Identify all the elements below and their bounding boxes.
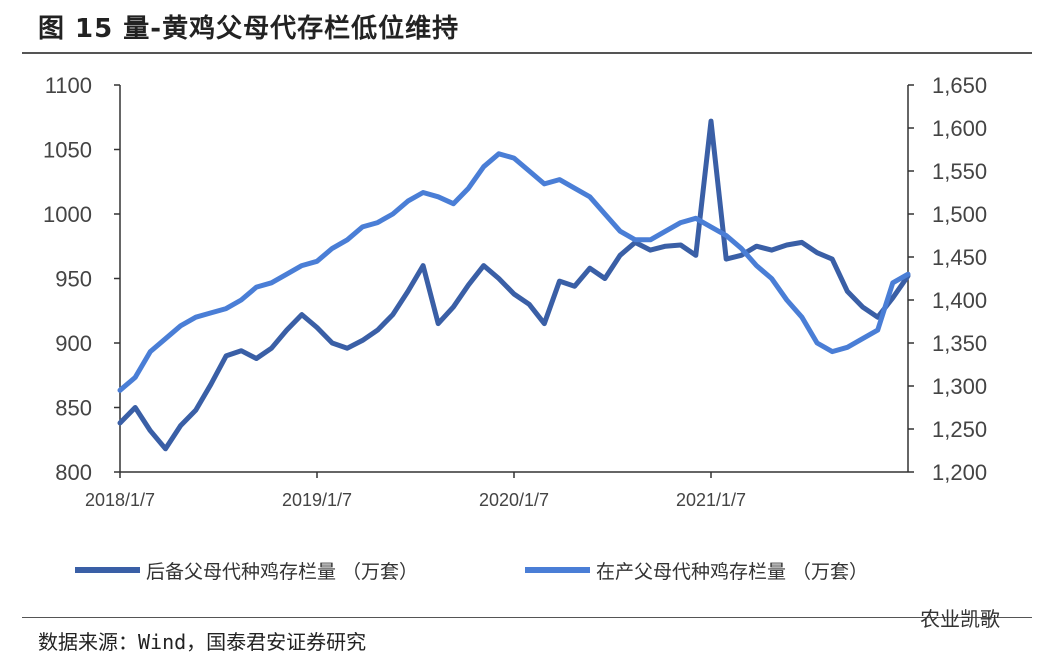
right-tick-label: 1,600 [932, 116, 987, 141]
right-tick-label: 1,400 [932, 288, 987, 313]
series-lines [117, 118, 911, 452]
x-tick-label: 2018/1/7 [85, 490, 155, 510]
left-tick-label: 1100 [45, 73, 92, 98]
right-tick-label: 1,350 [932, 331, 987, 356]
right-tick-label: 1,450 [932, 245, 987, 270]
left-tick-label: 1000 [43, 202, 92, 227]
brand-watermark: 农业凯歌 [920, 607, 1000, 631]
title-divider [22, 52, 1032, 54]
footer-divider [22, 617, 1032, 618]
right-tick-label: 1,250 [932, 417, 987, 442]
x-tick-label: 2021/1/7 [676, 490, 746, 510]
left-tick-label: 1050 [43, 138, 92, 163]
right-tick-label: 1,650 [932, 73, 987, 98]
legend: 后备父母代种鸡存栏量 （万套） 在产父母代种鸡存栏量 （万套） [75, 561, 868, 583]
plot-area [119, 85, 909, 473]
left-tick-label: 850 [55, 396, 92, 421]
x-tick-label: 2019/1/7 [282, 490, 352, 510]
series-line-2 [117, 151, 911, 393]
x-tick-label: 2020/1/7 [479, 490, 549, 510]
x-axis-ticks: 2018/1/7 2019/1/7 2020/1/7 2021/1/7 [85, 472, 746, 510]
right-tick-label: 1,500 [932, 202, 987, 227]
left-tick-label: 900 [55, 331, 92, 356]
legend-label-series2: 在产父母代种鸡存栏量 （万套） [596, 561, 868, 583]
line-chart: 1100 1050 1000 950 900 850 800 1,650 1,600 1,550… [43, 73, 987, 583]
series-line-1 [117, 118, 911, 452]
left-tick-label: 950 [55, 267, 92, 292]
right-tick-label: 1,200 [932, 460, 987, 485]
left-tick-label: 800 [55, 460, 92, 485]
right-tick-label: 1,550 [932, 159, 987, 184]
chart-title: 图 15 量-黄鸡父母代存栏低位维持 [38, 14, 460, 44]
source-note: 数据来源：Wind，国泰君安证券研究 [38, 630, 367, 654]
right-tick-label: 1,300 [932, 374, 987, 399]
legend-label-series1: 后备父母代种鸡存栏量 （万套） [146, 561, 418, 583]
right-axis-ticks: 1,650 1,600 1,550 1,500 1,450 1,400 1,350 1,300… [908, 73, 987, 485]
left-axis-ticks: 1100 1050 1000 950 900 850 800 [43, 73, 120, 485]
